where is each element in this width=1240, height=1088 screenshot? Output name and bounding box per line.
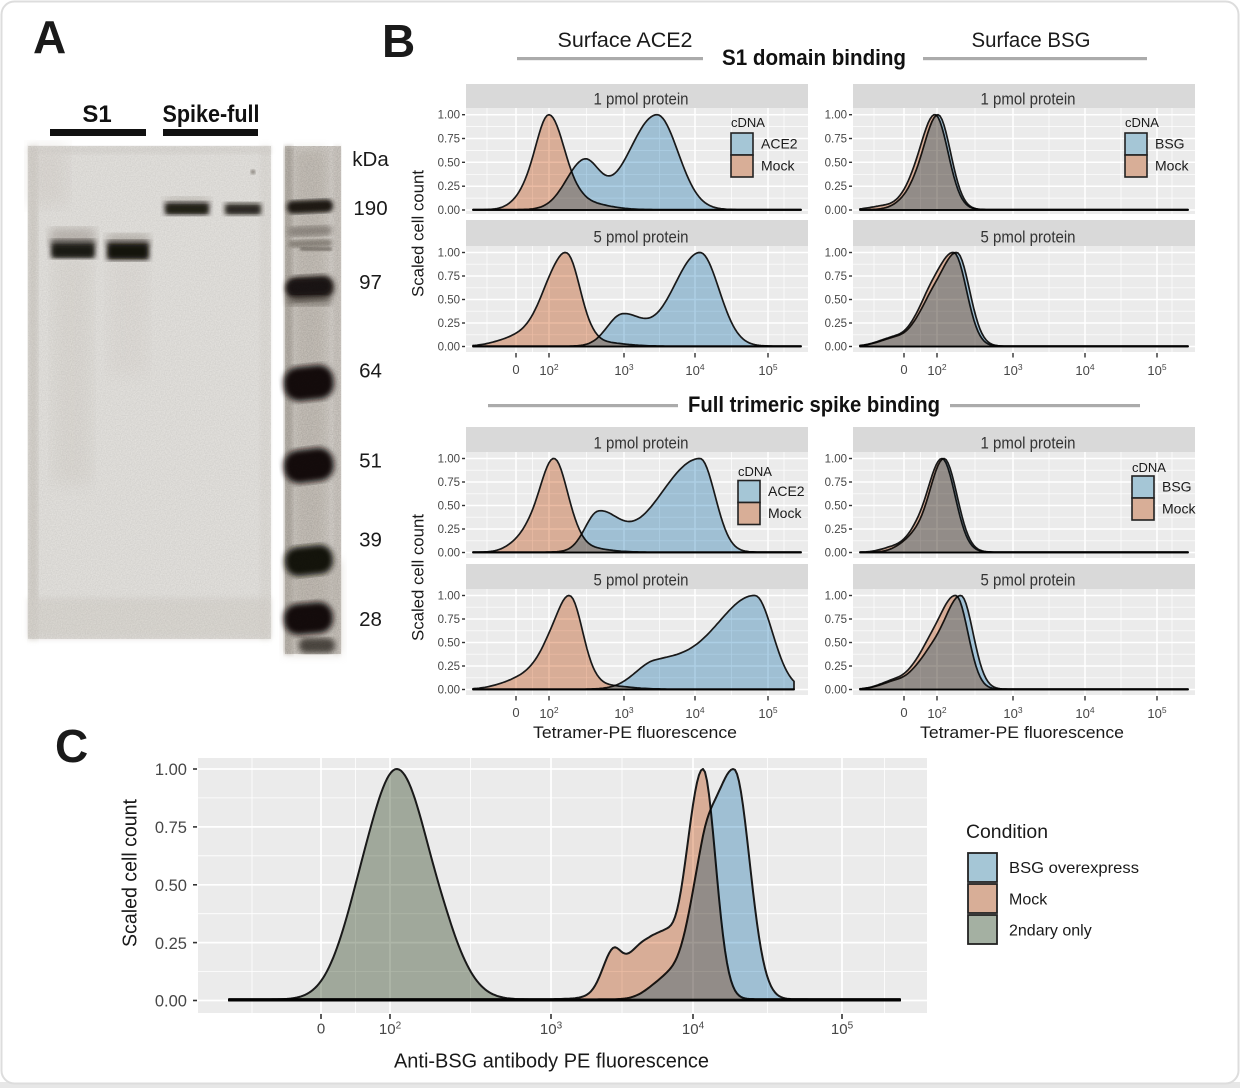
svg-text:Tetramer-PE fluorescence: Tetramer-PE fluorescence — [533, 723, 737, 742]
svg-text:0.75: 0.75 — [825, 134, 847, 146]
svg-text:0.25: 0.25 — [825, 661, 847, 673]
svg-text:Anti-BSG antibody PE fluoresce: Anti-BSG antibody PE fluorescence — [394, 1051, 709, 1073]
svg-text:1 pmol protein: 1 pmol protein — [594, 90, 689, 109]
svg-text:0.00: 0.00 — [438, 685, 460, 697]
svg-text:0.75: 0.75 — [825, 271, 847, 283]
svg-text:0.25: 0.25 — [825, 181, 847, 193]
svg-text:0.00: 0.00 — [155, 993, 187, 1011]
svg-text:0.75: 0.75 — [438, 271, 460, 283]
svg-text:Surface ACE2: Surface ACE2 — [558, 29, 693, 52]
svg-text:5 pmol protein: 5 pmol protein — [594, 571, 689, 590]
svg-text:Full trimeric spike binding: Full trimeric spike binding — [688, 392, 940, 417]
svg-text:ACE2: ACE2 — [761, 136, 798, 152]
svg-text:1.00: 1.00 — [438, 110, 460, 122]
svg-text:Scaled cell count: Scaled cell count — [409, 170, 428, 297]
svg-text:0.50: 0.50 — [825, 638, 847, 650]
svg-text:1.00: 1.00 — [825, 591, 847, 603]
svg-text:0.00: 0.00 — [825, 342, 847, 354]
svg-text:A: A — [33, 11, 66, 63]
svg-text:BSG: BSG — [1162, 479, 1192, 495]
svg-text:51: 51 — [359, 450, 382, 473]
svg-text:kDa: kDa — [352, 148, 389, 171]
svg-text:0.75: 0.75 — [438, 614, 460, 626]
svg-text:Condition: Condition — [966, 821, 1048, 843]
svg-text:0.50: 0.50 — [438, 501, 460, 513]
svg-text:0.50: 0.50 — [438, 295, 460, 307]
svg-text:Scaled cell count: Scaled cell count — [120, 799, 142, 947]
svg-text:1 pmol protein: 1 pmol protein — [981, 434, 1076, 453]
svg-text:1.00: 1.00 — [438, 454, 460, 466]
svg-text:Mock: Mock — [1162, 501, 1196, 517]
svg-text:0.75: 0.75 — [825, 477, 847, 489]
svg-text:cDNA: cDNA — [738, 464, 772, 479]
svg-text:64: 64 — [359, 360, 382, 383]
svg-text:0.00: 0.00 — [438, 205, 460, 217]
svg-text:0.25: 0.25 — [155, 935, 187, 953]
svg-text:BSG overexpress: BSG overexpress — [1009, 860, 1139, 877]
svg-text:0: 0 — [900, 362, 907, 377]
svg-text:2ndary only: 2ndary only — [1009, 923, 1092, 940]
svg-text:0.00: 0.00 — [825, 548, 847, 560]
svg-text:0.25: 0.25 — [825, 318, 847, 330]
svg-text:0.75: 0.75 — [155, 819, 187, 837]
svg-text:0.50: 0.50 — [438, 157, 460, 169]
svg-text:S1 domain binding: S1 domain binding — [722, 45, 906, 70]
svg-text:1.00: 1.00 — [438, 591, 460, 603]
svg-text:28: 28 — [359, 608, 382, 631]
svg-text:ACE2: ACE2 — [768, 483, 805, 499]
svg-text:1.00: 1.00 — [825, 248, 847, 260]
svg-text:Mock: Mock — [1155, 158, 1189, 174]
svg-text:0.25: 0.25 — [438, 661, 460, 673]
svg-text:190: 190 — [353, 197, 387, 220]
svg-text:Mock: Mock — [1009, 892, 1048, 909]
svg-text:C: C — [55, 720, 88, 772]
svg-text:0.50: 0.50 — [825, 501, 847, 513]
svg-text:Tetramer-PE fluorescence: Tetramer-PE fluorescence — [920, 723, 1124, 742]
svg-text:BSG: BSG — [1155, 136, 1185, 152]
svg-text:0.25: 0.25 — [438, 524, 460, 536]
svg-text:0.25: 0.25 — [438, 181, 460, 193]
svg-text:1.00: 1.00 — [825, 110, 847, 122]
svg-text:39: 39 — [359, 529, 382, 552]
svg-text:0.75: 0.75 — [438, 134, 460, 146]
svg-text:1.00: 1.00 — [438, 248, 460, 260]
svg-text:0: 0 — [900, 705, 907, 720]
svg-text:Surface BSG: Surface BSG — [972, 29, 1091, 52]
svg-text:0.50: 0.50 — [155, 877, 187, 895]
svg-text:Mock: Mock — [768, 505, 802, 521]
svg-text:0.75: 0.75 — [438, 477, 460, 489]
svg-text:0.00: 0.00 — [438, 342, 460, 354]
svg-text:0.50: 0.50 — [438, 638, 460, 650]
svg-text:1.00: 1.00 — [155, 761, 187, 779]
svg-text:5 pmol protein: 5 pmol protein — [594, 228, 689, 247]
svg-text:Spike-full: Spike-full — [163, 101, 260, 128]
svg-text:0: 0 — [317, 1021, 325, 1038]
svg-text:Scaled cell count: Scaled cell count — [409, 514, 428, 641]
svg-text:0.50: 0.50 — [825, 157, 847, 169]
svg-text:0.00: 0.00 — [825, 685, 847, 697]
svg-text:S1: S1 — [82, 101, 111, 128]
svg-text:97: 97 — [359, 271, 382, 294]
svg-text:5 pmol protein: 5 pmol protein — [981, 228, 1076, 247]
svg-text:cDNA: cDNA — [731, 115, 765, 130]
svg-text:0.00: 0.00 — [825, 205, 847, 217]
svg-text:0.50: 0.50 — [825, 295, 847, 307]
svg-text:0.00: 0.00 — [438, 548, 460, 560]
svg-text:0: 0 — [512, 362, 519, 377]
svg-text:0.75: 0.75 — [825, 614, 847, 626]
svg-text:1.00: 1.00 — [825, 454, 847, 466]
svg-text:0.25: 0.25 — [825, 524, 847, 536]
svg-text:Mock: Mock — [761, 158, 795, 174]
svg-text:cDNA: cDNA — [1125, 115, 1159, 130]
svg-text:1 pmol protein: 1 pmol protein — [981, 90, 1076, 109]
svg-text:1 pmol protein: 1 pmol protein — [594, 434, 689, 453]
svg-text:0: 0 — [512, 705, 519, 720]
svg-text:cDNA: cDNA — [1132, 460, 1166, 475]
svg-text:B: B — [382, 15, 415, 67]
svg-text:5 pmol protein: 5 pmol protein — [981, 571, 1076, 590]
svg-text:0.25: 0.25 — [438, 318, 460, 330]
